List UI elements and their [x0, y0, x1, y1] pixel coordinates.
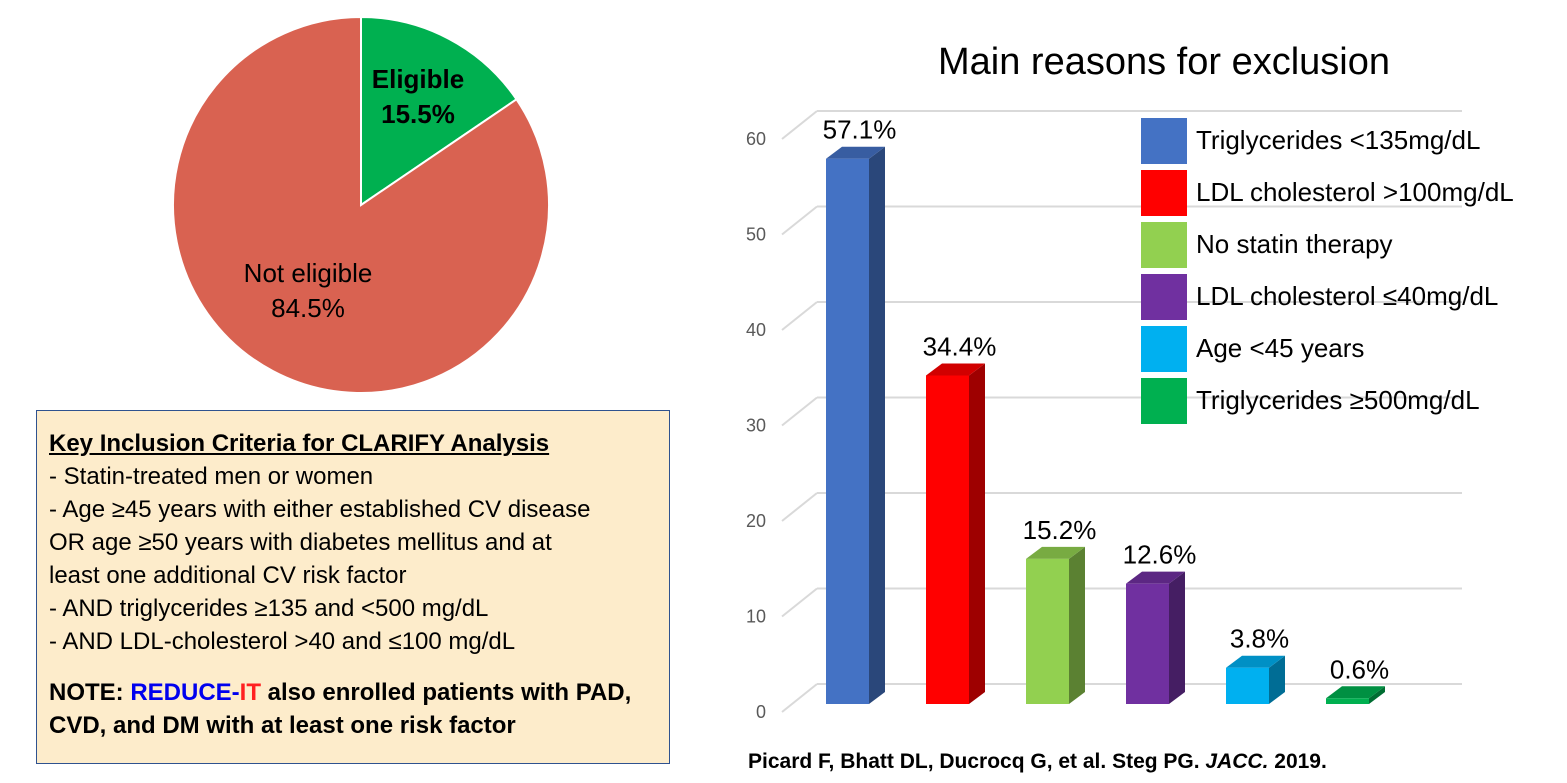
bar-side [1169, 571, 1185, 704]
eligibility-pie-chart: Eligible 15.5% Not eligible 84.5% [172, 15, 550, 394]
criteria-line: OR age ≥50 years with diabetes mellitus … [49, 529, 552, 556]
bar-5 [1226, 667, 1269, 704]
legend-swatch [1141, 274, 1187, 320]
gridline-depth [781, 492, 818, 522]
y-tick-label: 10 [746, 607, 766, 627]
y-tick-label: 20 [746, 511, 766, 531]
pie-label-not-eligible-name: Not eligible [244, 258, 373, 288]
legend-label: Triglycerides <135mg/dL [1196, 125, 1480, 155]
bar-top [1326, 686, 1385, 699]
pie-label-eligible-value: 15.5% [381, 99, 455, 129]
legend-swatch [1141, 378, 1187, 424]
citation-year: 2019. [1268, 750, 1327, 773]
citation-authors: Picard F, Bhatt DL, Ducrocq G, et al. St… [748, 750, 1206, 773]
criteria-note: NOTE: REDUCE-IT also enrolled patients w… [49, 676, 657, 742]
bar-data-label: 15.2% [1023, 515, 1097, 545]
bar-data-label: 0.6% [1330, 654, 1389, 684]
pie-label-not-eligible-value: 84.5% [271, 293, 345, 323]
pie-slice-eligible [360, 15, 518, 207]
citation: Picard F, Bhatt DL, Ducrocq G, et al. St… [748, 750, 1327, 774]
bar-3 [1026, 558, 1069, 704]
gridline-depth [781, 110, 818, 140]
bar-side [969, 363, 985, 704]
bar-data-label: 12.6% [1123, 540, 1197, 570]
legend-swatch [1141, 118, 1187, 164]
legend-swatch [1141, 170, 1187, 216]
bar-side [1369, 686, 1385, 704]
bar-data-label: 57.1% [823, 115, 897, 145]
legend-label: Age <45 years [1196, 333, 1364, 363]
note-reduce: REDUCE- [130, 679, 240, 706]
inclusion-criteria-box: Key Inclusion Criteria for CLARIFY Analy… [36, 410, 670, 764]
y-tick-label: 60 [746, 129, 766, 149]
bar-chart-title: Main reasons for exclusion [938, 41, 1390, 83]
gridline-depth [781, 587, 818, 618]
criteria-line: - Statin-treated men or women [49, 463, 374, 490]
legend-label: LDL cholesterol >100mg/dL [1196, 177, 1514, 207]
pie-slice-not-eligible [172, 15, 550, 394]
note-prefix: NOTE: [49, 679, 131, 706]
legend-label: LDL cholesterol ≤40mg/dL [1196, 281, 1498, 311]
gridline-depth [781, 205, 818, 236]
bar-data-label: 34.4% [923, 331, 997, 361]
gridline-depth [781, 396, 818, 427]
bar-side [1069, 546, 1085, 704]
legend-swatch [1141, 326, 1187, 372]
criteria-line: - Age ≥45 years with either established … [49, 496, 591, 523]
bar-4 [1126, 583, 1169, 704]
legend-label: Triglycerides ≥500mg/dL [1196, 385, 1480, 415]
bar-6 [1326, 698, 1369, 704]
bar-2 [926, 375, 969, 704]
note-text: also enrolled patients with PAD, CVD, an… [49, 679, 632, 739]
y-tick-label: 40 [746, 320, 766, 340]
bar-top [1026, 546, 1085, 559]
citation-journal: JACC. [1205, 750, 1269, 773]
y-tick-label: 50 [746, 225, 766, 245]
gridline-depth [781, 301, 818, 331]
bar-top [1226, 655, 1285, 668]
bar-top [1126, 571, 1185, 584]
bar-data-label: 3.8% [1230, 624, 1289, 654]
legend-label: No statin therapy [1196, 229, 1393, 259]
bar-side [1269, 655, 1285, 704]
criteria-line: least one additional CV risk factor [49, 562, 407, 589]
criteria-line: - AND triglycerides ≥135 and <500 mg/dL [49, 595, 489, 622]
bar-side [869, 146, 885, 704]
bar-top [826, 146, 885, 159]
bar-1 [826, 158, 869, 704]
legend-swatch [1141, 222, 1187, 268]
y-tick-label: 30 [746, 416, 766, 436]
note-it: IT [239, 679, 261, 706]
gridline-depth [781, 683, 818, 713]
bar-top [926, 363, 985, 376]
exclusion-bar-chart: Main reasons for exclusion 0 10 20 30 40 50 60… [746, 41, 1514, 722]
criteria-line: - AND LDL-cholesterol >40 and ≤100 mg/dL [49, 628, 516, 655]
y-tick-label: 0 [756, 702, 766, 722]
pie-label-eligible-name: Eligible [372, 64, 464, 94]
criteria-title: Key Inclusion Criteria for CLARIFY Analy… [49, 430, 550, 457]
